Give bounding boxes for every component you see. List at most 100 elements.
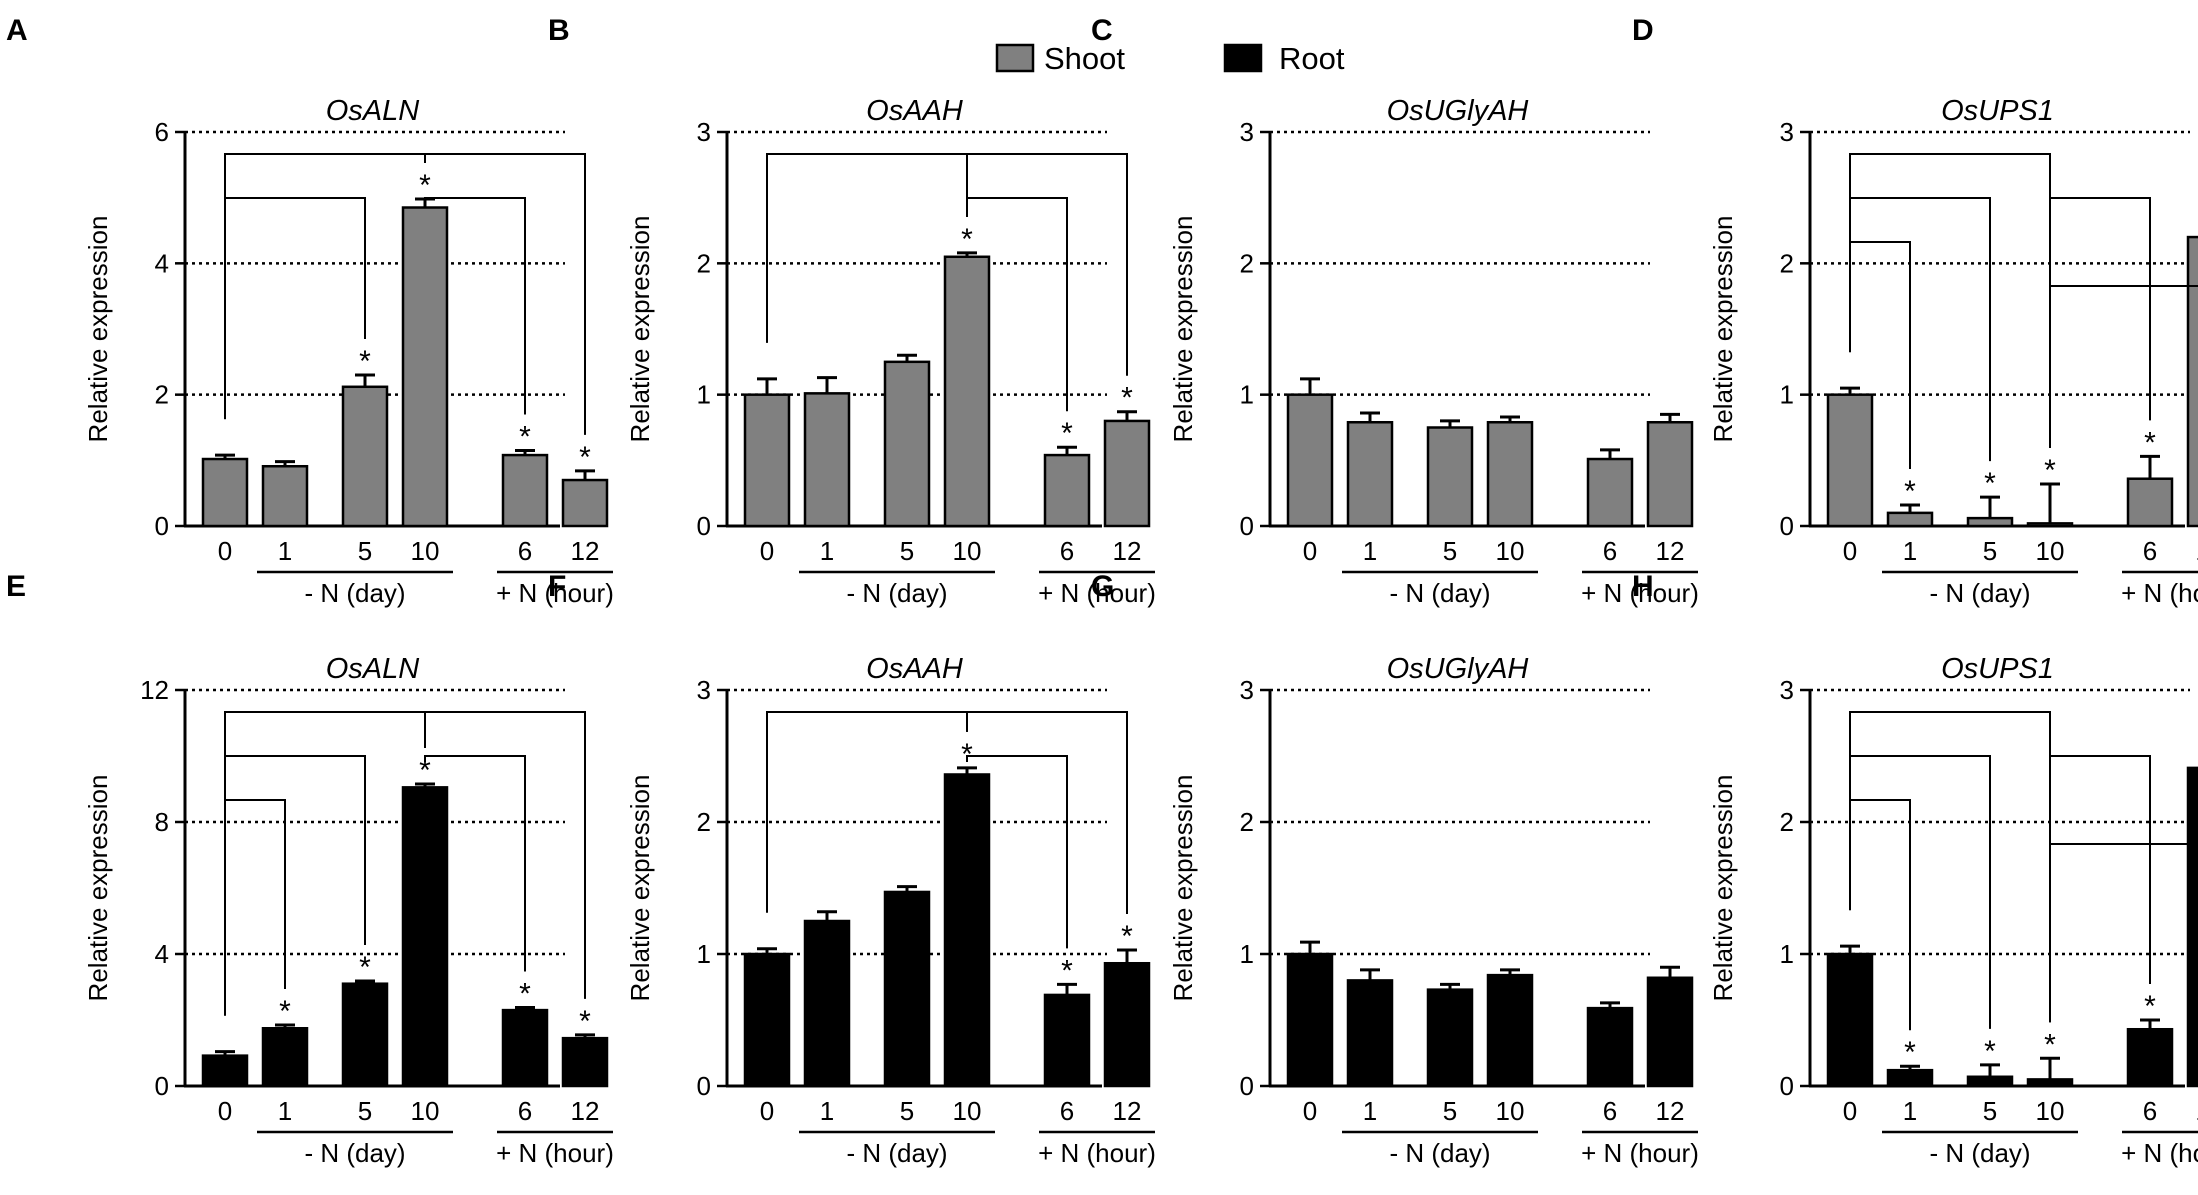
y-tick-label: 3 — [1780, 675, 1794, 705]
bar — [1103, 961, 1151, 1088]
y-tick-label: 2 — [697, 248, 711, 278]
significance-bracket — [966, 711, 1128, 915]
bar — [1646, 420, 1694, 528]
bar — [261, 464, 309, 528]
bar — [1966, 516, 2014, 528]
significance-star: * — [1904, 475, 1916, 508]
y-tick-label: 2 — [697, 807, 711, 837]
significance-bracket — [1849, 241, 1911, 469]
y-tick-label: 1 — [697, 380, 711, 410]
panel-letter: G — [1091, 570, 1114, 603]
panel-title: OsUPS1 — [1941, 653, 2054, 685]
bar — [883, 360, 931, 528]
bar — [1346, 420, 1394, 528]
x-tick-label: 10 — [411, 536, 440, 566]
x-tick-label: 12 — [571, 1096, 600, 1126]
y-tick-label: 0 — [155, 1071, 169, 1101]
panel-letter: D — [1632, 14, 1654, 47]
x-tick-label: 6 — [2143, 536, 2157, 566]
y-tick-label: 1 — [1780, 939, 1794, 969]
y-tick-label: 2 — [1240, 807, 1254, 837]
significance-star: * — [419, 169, 431, 202]
legend-label-root: Root — [1279, 41, 1345, 76]
y-tick-label: 3 — [1240, 117, 1254, 147]
significance-bracket — [424, 755, 526, 972]
bar — [341, 385, 389, 528]
bar — [803, 392, 851, 528]
y-tick-label: 0 — [1780, 511, 1794, 541]
x-tick-label: 10 — [2036, 1096, 2065, 1126]
x-tick-label: 12 — [1113, 1096, 1142, 1126]
significance-star: * — [579, 1005, 591, 1038]
significance-bracket — [224, 711, 426, 1016]
y-axis-label: Relative expression — [83, 216, 113, 443]
y-tick-label: 3 — [1780, 117, 1794, 147]
significance-bracket — [2049, 755, 2151, 1023]
bar — [1286, 393, 1334, 528]
bar — [2186, 766, 2198, 1088]
x-tick-label: 0 — [1843, 1096, 1857, 1126]
significance-star: * — [519, 420, 531, 453]
panel-title: OsAAH — [866, 653, 963, 685]
legend-swatch-root — [1223, 43, 1263, 73]
x-tick-label: 1 — [278, 1096, 292, 1126]
significance-bracket — [224, 799, 286, 1016]
significance-bracket — [1849, 799, 1911, 1031]
legend-swatch-shoot — [995, 43, 1035, 73]
y-tick-label: 2 — [1780, 807, 1794, 837]
bar — [1043, 993, 1091, 1088]
bar — [883, 890, 931, 1088]
x-tick-label: 5 — [1443, 536, 1457, 566]
bar — [2026, 1078, 2074, 1088]
x-tick-label: 12 — [1656, 536, 1685, 566]
panel-letter: E — [6, 570, 26, 603]
x-tick-label: 5 — [1983, 536, 1997, 566]
x-tick-label: 1 — [820, 536, 834, 566]
significance-star: * — [359, 951, 371, 984]
significance-star: * — [1121, 382, 1133, 415]
significance-bracket — [2049, 285, 2198, 448]
x-tick-label: 1 — [1363, 536, 1377, 566]
bar — [401, 786, 449, 1088]
x-tick-label: 0 — [218, 1096, 232, 1126]
bar — [341, 982, 389, 1088]
x-tick-label: 6 — [1060, 1096, 1074, 1126]
bar — [1486, 973, 1534, 1088]
y-axis-label: Relative expression — [1708, 775, 1738, 1002]
significance-bracket — [224, 153, 426, 420]
significance-star: * — [359, 345, 371, 378]
x-tick-label: 0 — [760, 1096, 774, 1126]
y-tick-label: 1 — [1780, 380, 1794, 410]
x-tick-label: 0 — [1843, 536, 1857, 566]
x-tick-label: 12 — [1113, 536, 1142, 566]
x-tick-label: 6 — [1603, 536, 1617, 566]
x-tick-label: 0 — [760, 536, 774, 566]
bar — [2126, 477, 2174, 528]
y-tick-label: 0 — [697, 511, 711, 541]
bar — [2026, 522, 2074, 528]
bar — [1286, 952, 1334, 1088]
significance-star: * — [2044, 1028, 2056, 1061]
bar — [943, 773, 991, 1088]
group-label-plus-n: + N (hour) — [2121, 1138, 2198, 1168]
bar — [1346, 979, 1394, 1088]
x-tick-label: 1 — [278, 536, 292, 566]
x-tick-label: 1 — [1363, 1096, 1377, 1126]
y-axis-label: Relative expression — [83, 775, 113, 1002]
x-tick-label: 12 — [571, 536, 600, 566]
bar — [1586, 1006, 1634, 1088]
group-label-minus-n: - N (day) — [846, 578, 947, 608]
panel-title: OsUPS1 — [1941, 95, 2054, 127]
panel-letter: A — [6, 14, 28, 47]
x-tick-label: 6 — [518, 536, 532, 566]
significance-bracket — [966, 153, 1128, 376]
x-tick-label: 6 — [518, 1096, 532, 1126]
panel-title: OsUGlyAH — [1387, 95, 1529, 127]
significance-star: * — [1061, 954, 1073, 987]
significance-bracket — [766, 153, 968, 343]
x-tick-label: 5 — [900, 1096, 914, 1126]
